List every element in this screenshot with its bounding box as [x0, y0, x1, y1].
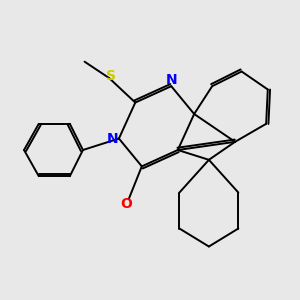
Text: N: N [166, 73, 177, 87]
Text: N: N [107, 131, 119, 146]
Text: S: S [106, 69, 116, 83]
Text: O: O [120, 197, 132, 211]
